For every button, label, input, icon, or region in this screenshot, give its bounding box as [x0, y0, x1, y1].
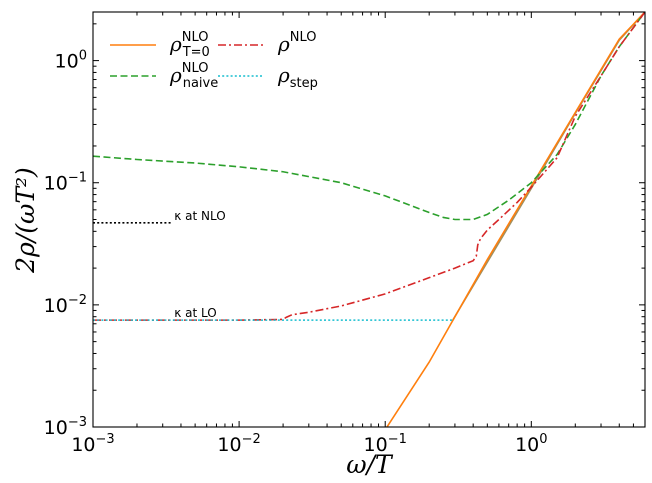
legend-item-rho-naive: ρNLO naive — [110, 61, 218, 91]
y-axis-label: 2ρ/(ωT²) — [11, 167, 40, 274]
annotation-kappa-nlo: κ at NLO — [174, 209, 225, 223]
x-tick-label: 10−1 — [364, 432, 407, 456]
annotations: κ at NLO κ at LO — [174, 209, 225, 320]
x-axis-label: ω/T — [346, 450, 394, 479]
legend-label: ρNLO T=0 — [169, 30, 210, 60]
x-tick-label: 10−3 — [71, 432, 114, 456]
x-tick-label: 10−2 — [217, 432, 260, 456]
y-tick-label: 10−1 — [44, 171, 87, 195]
y-tick-label: 10−2 — [44, 293, 87, 317]
annotation-kappa-lo: κ at LO — [174, 306, 216, 320]
y-tick-label: 100 — [55, 49, 87, 73]
legend-item-rho-step: ρstep — [218, 63, 318, 91]
y-tick-label: 10−3 — [44, 415, 87, 439]
legend-item-rho-nlo: ρNLO — [218, 30, 317, 56]
x-tick-label: 100 — [515, 432, 547, 456]
series-layer — [93, 12, 645, 427]
series-rho-naive — [93, 12, 645, 221]
legend-item-rho-T0: ρNLO T=0 — [110, 30, 210, 60]
series-rho-nlo — [93, 12, 645, 321]
plot-area — [93, 12, 645, 427]
legend-label: ρNLO — [277, 30, 317, 56]
legend-label: ρstep — [277, 63, 318, 91]
axis-ticks: 10−3 10−2 10−1 100 10−3 10−2 10−1 100 — [44, 12, 646, 456]
legend-label: ρNLO naive — [169, 61, 218, 91]
